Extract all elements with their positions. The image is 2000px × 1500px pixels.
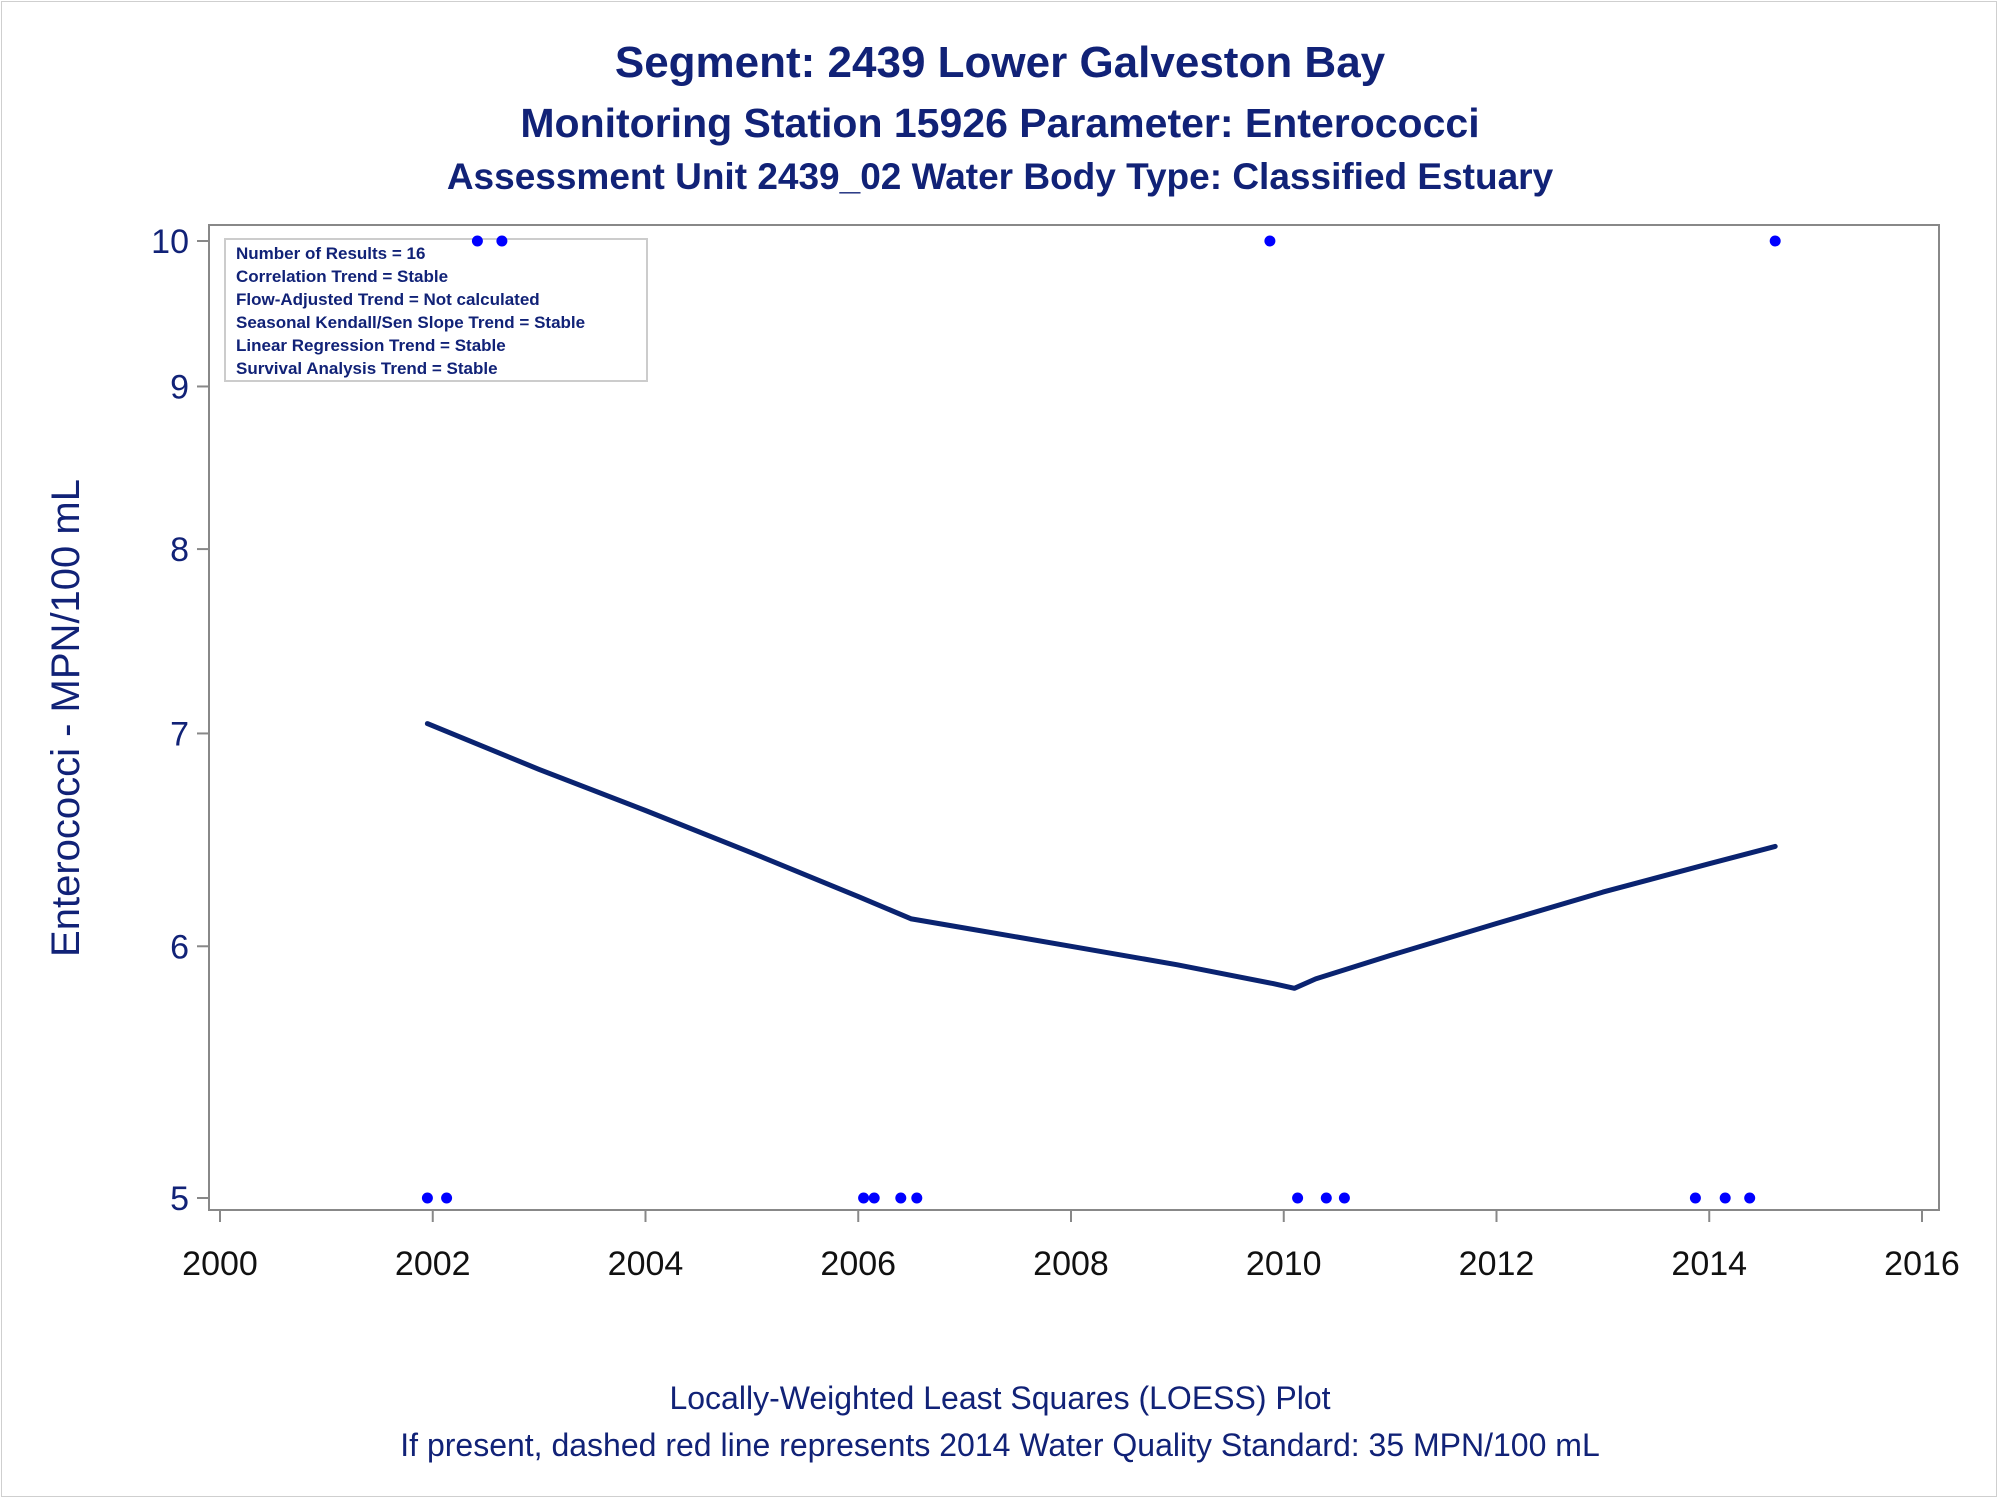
stat-flow-adjusted-trend: Flow-Adjusted Trend = Not calculated: [236, 290, 540, 309]
stat-correlation-trend: Correlation Trend = Stable: [236, 267, 448, 286]
y-axis-title: Enterococci - MPN/100 mL: [44, 479, 88, 957]
points-layer: [421, 235, 1781, 1204]
y-tick-label: 9: [170, 368, 189, 406]
x-tick-label: 2002: [395, 1245, 471, 1283]
data-point: [496, 235, 508, 247]
data-point: [868, 1192, 880, 1204]
x-tick-label: 2004: [608, 1245, 684, 1283]
stat-number-of-results: Number of Results = 16: [236, 244, 425, 263]
data-point: [911, 1192, 923, 1204]
x-tick-label: 2008: [1033, 1245, 1109, 1283]
chart-subtitle-station: Monitoring Station 15926 Parameter: Ente…: [520, 100, 1480, 146]
plot-area: [208, 224, 1940, 1211]
x-tick-label: 2010: [1246, 1245, 1322, 1283]
data-point: [471, 235, 483, 247]
stat-seasonal-kendall-trend: Seasonal Kendall/Sen Slope Trend = Stabl…: [236, 313, 585, 332]
x-tick-label: 2014: [1671, 1245, 1747, 1283]
y-tick-label: 7: [170, 715, 189, 753]
y-axis: 5 6 7 8 9 10: [151, 223, 209, 1218]
chart-title: Segment: 2439 Lower Galveston Bay: [614, 38, 1386, 87]
data-point: [421, 1192, 433, 1204]
footnote-standard: If present, dashed red line represents 2…: [400, 1427, 1600, 1463]
loess-line: [424, 721, 1778, 991]
stats-box-border: [224, 238, 648, 382]
data-point: [1338, 1192, 1350, 1204]
x-tick-label: 2000: [182, 1245, 258, 1283]
data-point: [1719, 1192, 1731, 1204]
x-axis: 2000 2002 2004 2006 2008 2010 2012 2014 2016: [182, 1210, 1960, 1283]
y-tick-label: 5: [170, 1180, 189, 1218]
stat-survival-analysis-trend: Survival Analysis Trend = Stable: [236, 359, 498, 378]
y-tick-label: 6: [170, 928, 189, 966]
data-point: [1292, 1192, 1304, 1204]
stat-linear-regression-trend: Linear Regression Trend = Stable: [236, 336, 506, 355]
loess-layer: [424, 721, 1778, 991]
data-point: [1689, 1192, 1701, 1204]
data-point: [858, 1192, 870, 1204]
y-tick-label: 10: [151, 223, 189, 261]
data-point: [895, 1192, 907, 1204]
x-tick-label: 2006: [820, 1245, 896, 1283]
data-point: [1744, 1192, 1756, 1204]
footnote-plot-type: Locally-Weighted Least Squares (LOESS) P…: [669, 1380, 1331, 1416]
y-tick-label: 8: [170, 531, 189, 569]
data-point: [1320, 1192, 1332, 1204]
chart-subtitle-assessment: Assessment Unit 2439_02 Water Body Type:…: [446, 156, 1554, 197]
stats-box: Number of Results = 16 Correlation Trend…: [224, 238, 648, 382]
data-point: [441, 1192, 453, 1204]
data-point: [1264, 235, 1276, 247]
x-tick-label: 2016: [1884, 1245, 1960, 1283]
x-tick-label: 2012: [1459, 1245, 1535, 1283]
data-point: [1769, 235, 1781, 247]
